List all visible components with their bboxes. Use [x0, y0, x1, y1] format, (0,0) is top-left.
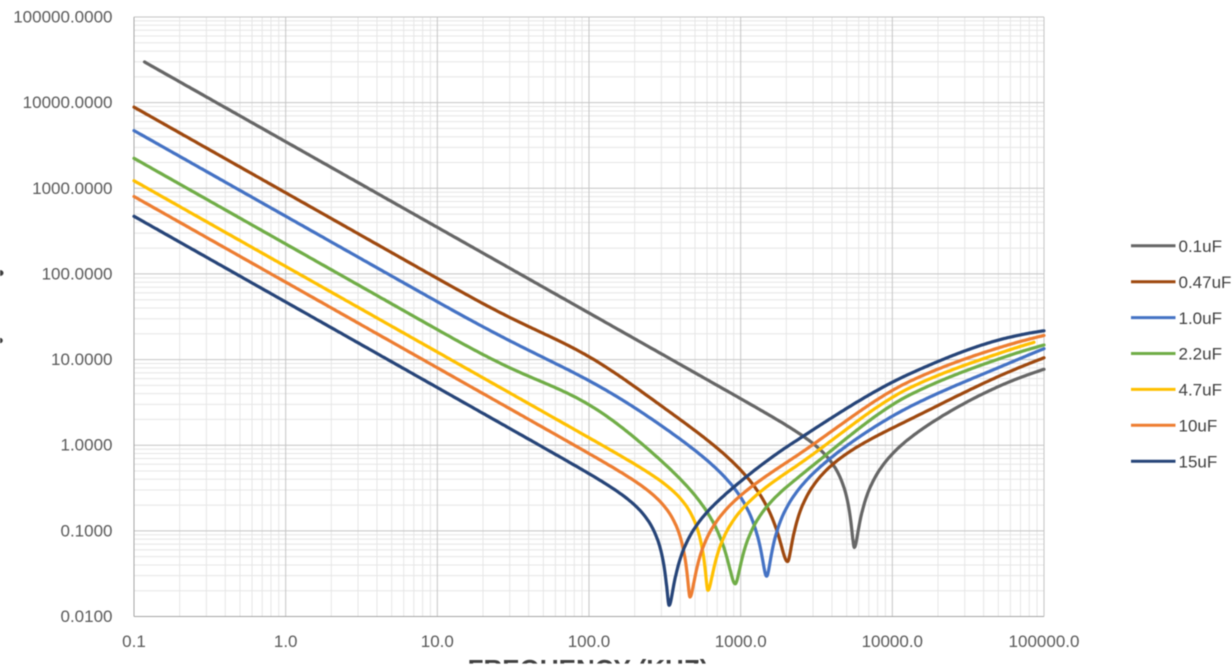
svg-text:0.1uF: 0.1uF [1179, 237, 1222, 256]
svg-text:10uF: 10uF [1179, 417, 1218, 436]
svg-text:0.1: 0.1 [122, 632, 146, 651]
svg-text:1000.0: 1000.0 [715, 632, 767, 651]
svg-text:1.0: 1.0 [274, 632, 298, 651]
svg-text:1.0uF: 1.0uF [1179, 309, 1222, 328]
svg-text:10000.0: 10000.0 [862, 632, 923, 651]
svg-text:2.2uF: 2.2uF [1179, 345, 1222, 364]
svg-text:1.0000: 1.0000 [61, 436, 113, 455]
svg-text:100000.0: 100000.0 [1009, 632, 1080, 651]
svg-text:1000.0000: 1000.0000 [32, 179, 112, 198]
svg-text:100000.0000: 100000.0000 [13, 8, 112, 27]
svg-text:10000.0000: 10000.0000 [23, 93, 113, 112]
svg-text:100.0000: 100.0000 [42, 264, 113, 283]
svg-text:0.0100: 0.0100 [61, 607, 113, 626]
svg-text:0.47uF: 0.47uF [1179, 273, 1232, 292]
svg-text:100.0: 100.0 [568, 632, 611, 651]
svg-text:15uF: 15uF [1179, 452, 1218, 471]
svg-text:10.0: 10.0 [421, 632, 454, 651]
svg-text:0.1000: 0.1000 [61, 521, 113, 540]
svg-text:FREQUENCY (KHZ): FREQUENCY (KHZ) [468, 654, 709, 665]
svg-text:10.0000: 10.0000 [51, 350, 112, 369]
svg-text:4.7uF: 4.7uF [1179, 381, 1222, 400]
